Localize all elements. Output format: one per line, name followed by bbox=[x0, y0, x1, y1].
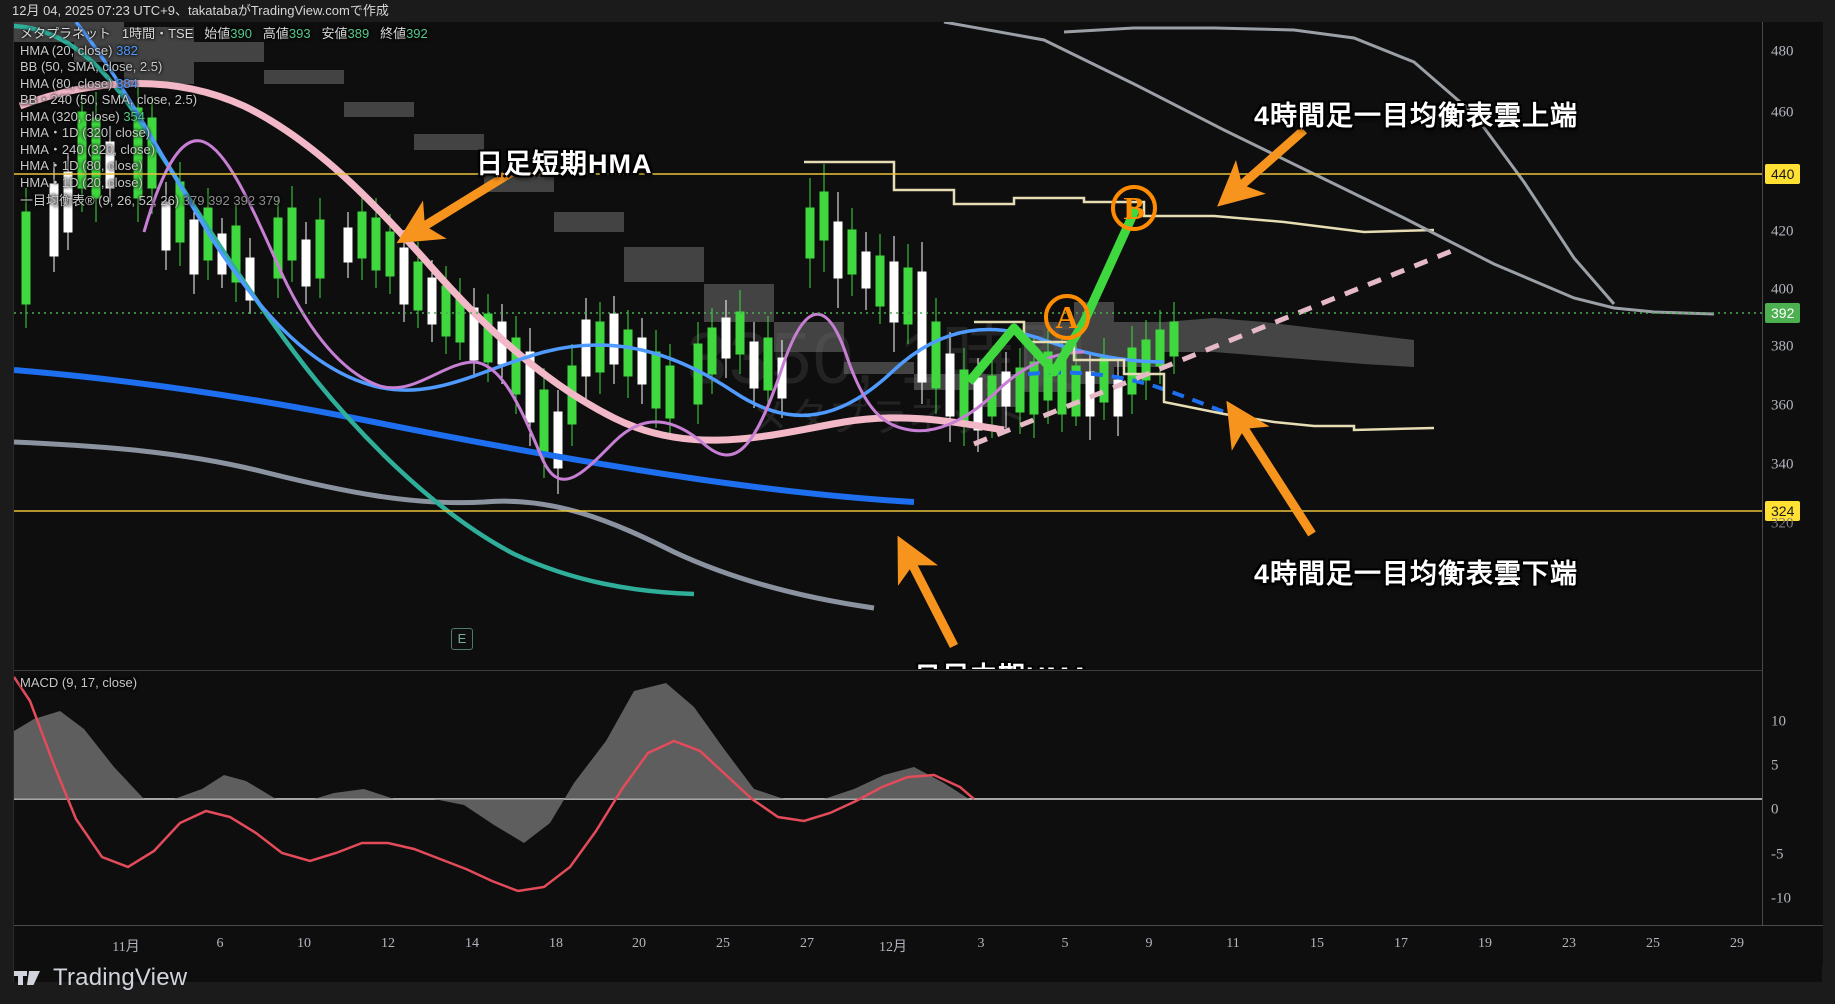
axis-tick-480: 480 bbox=[1771, 43, 1794, 60]
time-tick-8: 27 bbox=[800, 936, 814, 951]
tradingview-brand[interactable]: TradingView bbox=[14, 964, 187, 992]
ichimoku-cloud-secondary bbox=[1164, 318, 1414, 367]
axis-badge-440: 440 bbox=[1765, 164, 1801, 184]
time-tick-4: 14 bbox=[465, 936, 479, 951]
caption-bar: 12月 04, 2025 07:23 UTC+9、takatabaがTradin… bbox=[0, 0, 1835, 22]
time-tick-14: 15 bbox=[1310, 936, 1324, 951]
macd-tick-neg10: -10 bbox=[1771, 890, 1791, 907]
time-tick-15: 17 bbox=[1394, 936, 1408, 951]
annotation-cloud-upper-4h: 4時間足一目均衡表雲上端 bbox=[1254, 101, 1579, 131]
price-pane[interactable]: 3350, 1時間 メタプラネット bbox=[14, 22, 1762, 669]
tradingview-brand-text: TradingView bbox=[53, 964, 188, 991]
marker-b[interactable]: B bbox=[1111, 185, 1157, 231]
axis-tick-400: 400 bbox=[1771, 281, 1794, 298]
time-tick-16: 19 bbox=[1478, 936, 1492, 951]
time-tick-17: 23 bbox=[1562, 936, 1576, 951]
time-tick-5: 18 bbox=[549, 936, 563, 951]
time-tick-6: 20 bbox=[632, 936, 646, 951]
time-tick-3: 12 bbox=[381, 936, 395, 951]
pink-trendline bbox=[973, 247, 1455, 447]
macd-tick-neg5: -5 bbox=[1771, 846, 1784, 863]
cloud-upper-240-line bbox=[1063, 26, 1616, 305]
macd-tick-0: 0 bbox=[1771, 801, 1779, 818]
hma-20-line bbox=[142, 139, 1085, 481]
time-tick-1: 6 bbox=[216, 936, 224, 951]
axis-tick-420: 420 bbox=[1771, 223, 1794, 240]
time-tick-0: 11月 bbox=[112, 940, 140, 955]
macd-legend: MACD (9, 17, close) bbox=[20, 675, 138, 690]
time-tick-9: 12月 bbox=[879, 940, 907, 955]
macd-tick-5: 5 bbox=[1771, 757, 1779, 774]
time-tick-7: 25 bbox=[716, 936, 730, 951]
axis-tick-340: 340 bbox=[1771, 456, 1794, 473]
time-tick-13: 11 bbox=[1226, 936, 1240, 951]
macd-histogram-area bbox=[14, 683, 969, 843]
time-tick-12: 9 bbox=[1145, 936, 1153, 951]
axis-badge-324: 324 bbox=[1765, 501, 1801, 521]
marker-a[interactable]: A bbox=[1044, 294, 1090, 340]
marker-b-label: B bbox=[1123, 189, 1145, 226]
tradingview-logo-icon bbox=[14, 971, 40, 985]
time-tick-19: 29 bbox=[1730, 936, 1744, 951]
axis-badge-392: 392 bbox=[1765, 303, 1801, 323]
hma-80-line bbox=[74, 22, 1165, 417]
macd-pane[interactable]: MACD (9, 17, close) bbox=[14, 670, 1762, 925]
bb-240-upper-line bbox=[804, 160, 1435, 234]
green-projection-path bbox=[965, 206, 1141, 385]
axis-tick-380: 380 bbox=[1771, 338, 1794, 355]
price-axis[interactable]: 480 460 440 420 400 392 380 360 340 324 … bbox=[1762, 22, 1823, 951]
hma-1d-80-line bbox=[14, 367, 915, 505]
earnings-marker-icon[interactable]: E bbox=[451, 628, 473, 650]
axis-tick-320: 320 bbox=[1771, 515, 1794, 532]
macd-signal-line bbox=[14, 676, 975, 893]
time-axis[interactable]: 11月 6 10 12 14 18 20 25 27 12月 3 5 9 11 … bbox=[14, 925, 1823, 965]
bb-240-lower-line bbox=[974, 320, 1435, 432]
hma-1d-320-line bbox=[14, 439, 875, 611]
time-tick-11: 5 bbox=[1061, 936, 1069, 951]
hma-240-320-line bbox=[943, 22, 1715, 316]
price-series-layer bbox=[14, 22, 1762, 611]
time-tick-10: 3 bbox=[977, 936, 985, 951]
axis-tick-460: 460 bbox=[1771, 104, 1794, 121]
hma-1d-20-line bbox=[18, 80, 1005, 444]
macd-series-layer bbox=[14, 676, 1762, 893]
chart-frame: 3350, 1時間 メタプラネット bbox=[13, 22, 1823, 982]
ichimoku-cloud-daily bbox=[14, 22, 1164, 407]
annotation-cloud-lower-4h: 4時間足一目均衡表雲下端 bbox=[1254, 559, 1579, 589]
annotation-daily-short-hma: 日足短期HMA bbox=[476, 149, 653, 179]
macd-tick-10: 10 bbox=[1771, 713, 1786, 730]
time-tick-2: 10 bbox=[297, 936, 311, 951]
annotation-daily-mid-hma: 日足中期HMA bbox=[914, 655, 1091, 669]
axis-tick-360: 360 bbox=[1771, 397, 1794, 414]
time-tick-18: 25 bbox=[1646, 936, 1660, 951]
marker-a-label: A bbox=[1055, 298, 1079, 335]
